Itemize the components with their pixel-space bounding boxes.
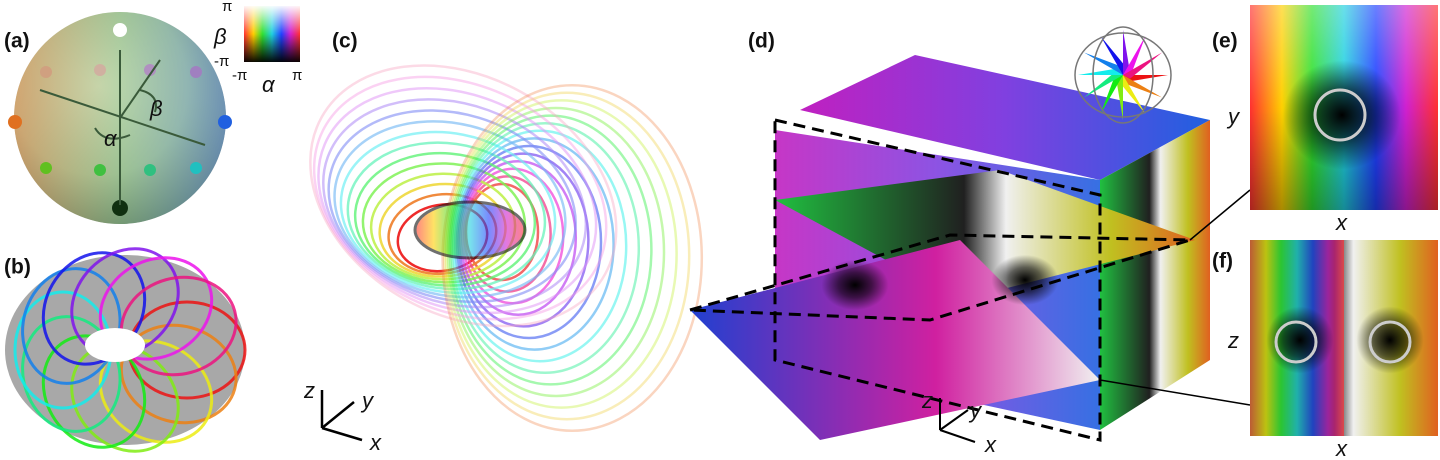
- field-line: [333, 120, 567, 299]
- tick-label: -π: [232, 67, 247, 84]
- shape: [139, 89, 157, 113]
- axis-label: x: [369, 430, 382, 455]
- axis-label: y: [360, 388, 375, 413]
- core: [413, 200, 527, 260]
- axis-label: x: [1335, 436, 1348, 460]
- field-line: [312, 75, 608, 321]
- shape: [144, 164, 156, 176]
- shape: [939, 429, 976, 443]
- shape: [94, 127, 131, 140]
- connector-lines: [1099, 189, 1251, 406]
- shape: [40, 66, 52, 78]
- shape: [39, 89, 206, 146]
- field-line: [353, 151, 537, 287]
- vortex: [1260, 300, 1340, 380]
- axis-label: x: [984, 432, 997, 457]
- axis-label: z: [1227, 328, 1239, 353]
- axis-label: y: [968, 398, 983, 423]
- sphere-dots: [8, 23, 232, 216]
- axis-label: x: [1335, 210, 1348, 235]
- field-line: [327, 109, 577, 304]
- panel-label: (e): [1212, 30, 1238, 53]
- block-top: [800, 55, 1210, 180]
- axes-icon: [939, 398, 976, 443]
- shape: [321, 426, 363, 442]
- colorbar-lum: [244, 6, 300, 62]
- tick-label: -π: [214, 53, 229, 70]
- field-line: [317, 87, 598, 315]
- axis-label: z: [921, 388, 933, 413]
- orbit: [1074, 32, 1172, 118]
- shape: [689, 233, 1191, 322]
- field-line: [346, 141, 547, 291]
- torus-hole: [85, 328, 145, 362]
- arrow: [1123, 75, 1162, 98]
- shape: [112, 200, 128, 216]
- colorbar-x-label: α: [262, 72, 276, 97]
- block-side: [1100, 120, 1210, 430]
- arrow: [1119, 75, 1146, 114]
- axis-label: z: [303, 378, 315, 403]
- torus-ring: [41, 334, 147, 449]
- arrow: [1100, 36, 1127, 75]
- arrow: [1123, 30, 1130, 75]
- circulation: [1368, 320, 1412, 364]
- shape: [190, 162, 202, 174]
- orbit: [1092, 26, 1154, 124]
- arrow-star: [1074, 26, 1172, 124]
- angle-label: β: [149, 96, 163, 121]
- shape: [939, 409, 969, 431]
- shape: [94, 164, 106, 176]
- torus-ring: [41, 251, 147, 366]
- vortex: [1272, 50, 1412, 180]
- panel-label: (d): [748, 30, 775, 53]
- arrow: [1078, 68, 1123, 75]
- arrow: [1084, 71, 1123, 98]
- slice-planes: [689, 118, 1191, 442]
- vortex: [815, 255, 895, 315]
- tick-label: π: [222, 0, 232, 15]
- angle-label: α: [104, 126, 118, 151]
- shape: [773, 118, 1102, 442]
- sphere-axes: [39, 50, 206, 205]
- arrow: [1084, 52, 1123, 75]
- field-line: [339, 130, 557, 295]
- axes-icon: [320, 390, 363, 442]
- arrow: [1123, 75, 1168, 82]
- field-lines: [309, 64, 704, 433]
- shape: [218, 115, 232, 129]
- field-line: [309, 64, 618, 328]
- axis-label: y: [1226, 104, 1241, 129]
- vortex: [985, 250, 1065, 310]
- shape: [113, 23, 127, 37]
- shape: [1189, 189, 1251, 241]
- panel-label: (b): [4, 256, 31, 279]
- panel-label: (f): [1212, 250, 1233, 273]
- circulation: [1313, 88, 1367, 142]
- tick-label: π: [292, 67, 302, 84]
- panel-label: (c): [332, 30, 358, 53]
- shape: [144, 64, 156, 76]
- colorbar-y-label: β: [213, 24, 227, 49]
- circulation: [1274, 320, 1318, 364]
- shape: [94, 64, 106, 76]
- shape: [321, 401, 355, 429]
- shape: [119, 59, 161, 119]
- shape: [8, 115, 22, 129]
- arrow: [1123, 36, 1146, 75]
- shape: [40, 162, 52, 174]
- arrow: [1100, 75, 1123, 114]
- field-line: [441, 83, 704, 433]
- shape: [190, 66, 202, 78]
- shape: [1099, 379, 1251, 406]
- arrow: [1116, 75, 1123, 120]
- arrow: [1123, 52, 1162, 79]
- vortex: [1350, 300, 1430, 380]
- panel-label: (a): [4, 30, 30, 53]
- field-line: [322, 98, 588, 309]
- torus-ring: [70, 343, 180, 453]
- torus-ring: [70, 247, 180, 357]
